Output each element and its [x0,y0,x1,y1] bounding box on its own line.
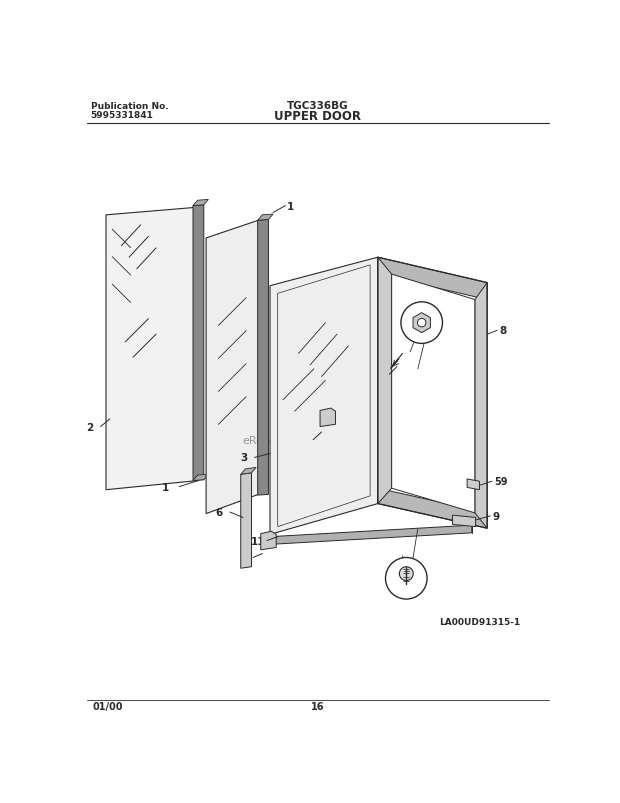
Polygon shape [467,479,479,490]
Polygon shape [258,214,273,221]
Text: eReplacementParts.com: eReplacementParts.com [242,436,378,446]
Text: 8: 8 [500,326,507,336]
Polygon shape [378,488,487,528]
Polygon shape [270,525,472,544]
Polygon shape [320,409,335,427]
Text: UPPER DOOR: UPPER DOOR [274,110,361,123]
Circle shape [386,558,427,599]
Circle shape [417,319,426,328]
Polygon shape [270,258,378,535]
Polygon shape [453,516,476,527]
Text: 16: 16 [311,701,324,711]
Text: 4: 4 [379,370,387,381]
Circle shape [401,303,443,344]
Text: 5995331841: 5995331841 [91,111,154,120]
Circle shape [399,567,413,581]
Text: 11: 11 [250,536,265,546]
Polygon shape [193,475,208,481]
Text: Publication No.: Publication No. [91,102,168,111]
Text: 3: 3 [240,453,247,463]
Polygon shape [378,258,487,300]
Text: 10: 10 [397,573,411,583]
Polygon shape [392,275,475,513]
Text: 1: 1 [287,202,294,211]
Text: 2: 2 [86,422,94,432]
Polygon shape [241,468,256,475]
Polygon shape [206,221,259,514]
Polygon shape [193,200,208,206]
Text: 1: 1 [162,482,169,492]
Text: TGC336BG: TGC336BG [287,101,348,112]
Text: 7: 7 [303,435,311,445]
Polygon shape [106,208,198,490]
Polygon shape [193,206,204,481]
Text: LA00UD91315-1: LA00UD91315-1 [439,618,520,626]
Text: 9: 9 [492,512,500,521]
Polygon shape [278,266,370,527]
Polygon shape [378,258,392,504]
Text: 5: 5 [418,317,425,328]
Text: 01/00: 01/00 [93,701,123,711]
Text: 6: 6 [216,507,223,517]
Polygon shape [261,532,276,550]
Polygon shape [475,283,487,528]
Text: 7: 7 [243,552,250,563]
Polygon shape [258,220,268,495]
Text: 59: 59 [494,477,508,487]
Polygon shape [413,313,430,333]
Polygon shape [241,473,252,569]
